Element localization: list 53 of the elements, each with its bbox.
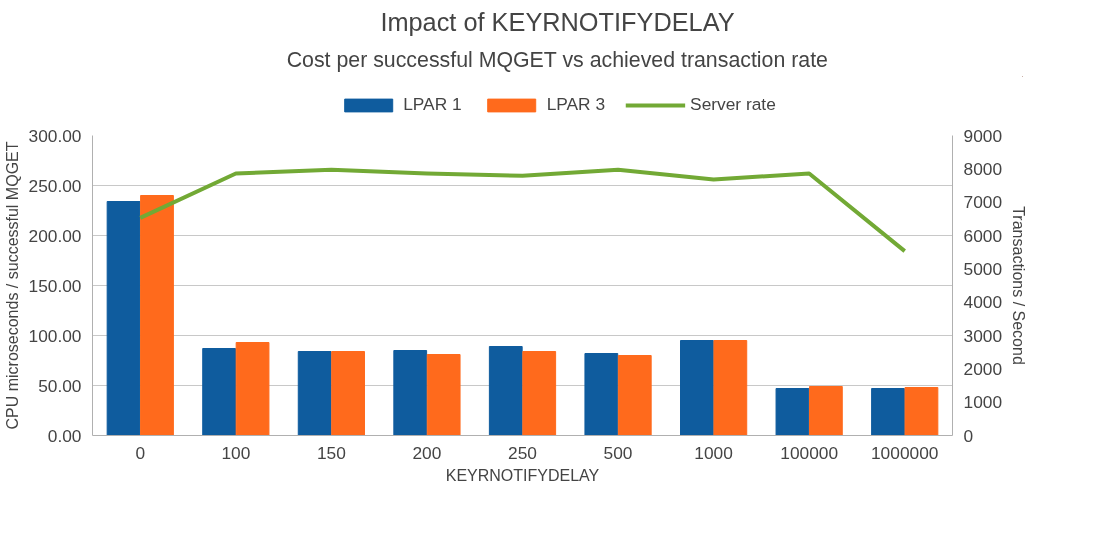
- bar: [680, 340, 714, 436]
- bar: [426, 354, 461, 436]
- bar: [393, 350, 428, 436]
- x-tick-label: 200: [412, 442, 442, 463]
- y-tick-label: 150.00: [28, 275, 82, 296]
- chart-title: Impact of KEYRNOTIFYDELAY: [380, 7, 735, 36]
- y-tick-label: 200.00: [28, 225, 82, 246]
- x-tick-label: 1000: [694, 442, 733, 463]
- y2-tick-label: 3000: [963, 325, 1003, 346]
- y2-tick-label: 6000: [963, 225, 1003, 246]
- y-tick-label: 50.00: [38, 375, 82, 396]
- bar: [140, 195, 174, 436]
- bar: [106, 201, 141, 436]
- bar: [904, 387, 939, 436]
- bar: [488, 346, 523, 436]
- y-tick-label: 250.00: [28, 175, 82, 196]
- y-tick-label: 100.00: [28, 325, 82, 346]
- chart-subtitle: Cost per successful MQGET vs achieved transaction rate: [286, 47, 828, 72]
- bar: [775, 388, 810, 436]
- y-tick-label: 300.00: [28, 125, 82, 146]
- y-tick-label: 0.00: [47, 425, 82, 446]
- y2-axis-title: Transactions / Second: [1010, 206, 1028, 365]
- y2-tick-label: 5000: [963, 258, 1003, 279]
- legend-label: Server rate: [690, 94, 776, 115]
- y2-tick-label: 1000: [963, 392, 1003, 413]
- x-tick-label: 250: [508, 442, 537, 463]
- x-tick-label: 150: [316, 442, 346, 463]
- y-axis-title: CPU microseconds / successful MQGET: [3, 141, 21, 430]
- x-tick-label: 100: [221, 442, 251, 463]
- x-tick-label: 0: [135, 442, 146, 463]
- x-tick-label: 1000000: [870, 442, 939, 463]
- bar: [202, 348, 236, 436]
- bar: [297, 351, 332, 436]
- y2-tick-label: 4000: [963, 292, 1003, 313]
- y2-tick-label: 2000: [963, 358, 1003, 379]
- bar: [617, 355, 652, 436]
- y2-tick-label: 9000: [963, 125, 1003, 146]
- legend-label: LPAR 1: [403, 94, 462, 115]
- bar: [331, 351, 365, 436]
- y2-tick-label: 7000: [963, 192, 1003, 213]
- line-series: [138, 167, 907, 254]
- x-axis-title: KEYRNOTIFYDELAY: [445, 466, 600, 484]
- bar: [871, 388, 905, 436]
- x-tick-label: 100000: [780, 442, 839, 463]
- bar: [584, 353, 619, 436]
- y2-tick-label: 8000: [963, 158, 1003, 179]
- x-tick-label: 500: [603, 442, 633, 463]
- bar: [713, 340, 748, 436]
- y2-tick-label: 0: [963, 425, 974, 446]
- bar: [809, 386, 843, 436]
- legend-label: LPAR 3: [546, 94, 606, 115]
- bar: [235, 342, 270, 436]
- bar: [522, 351, 557, 436]
